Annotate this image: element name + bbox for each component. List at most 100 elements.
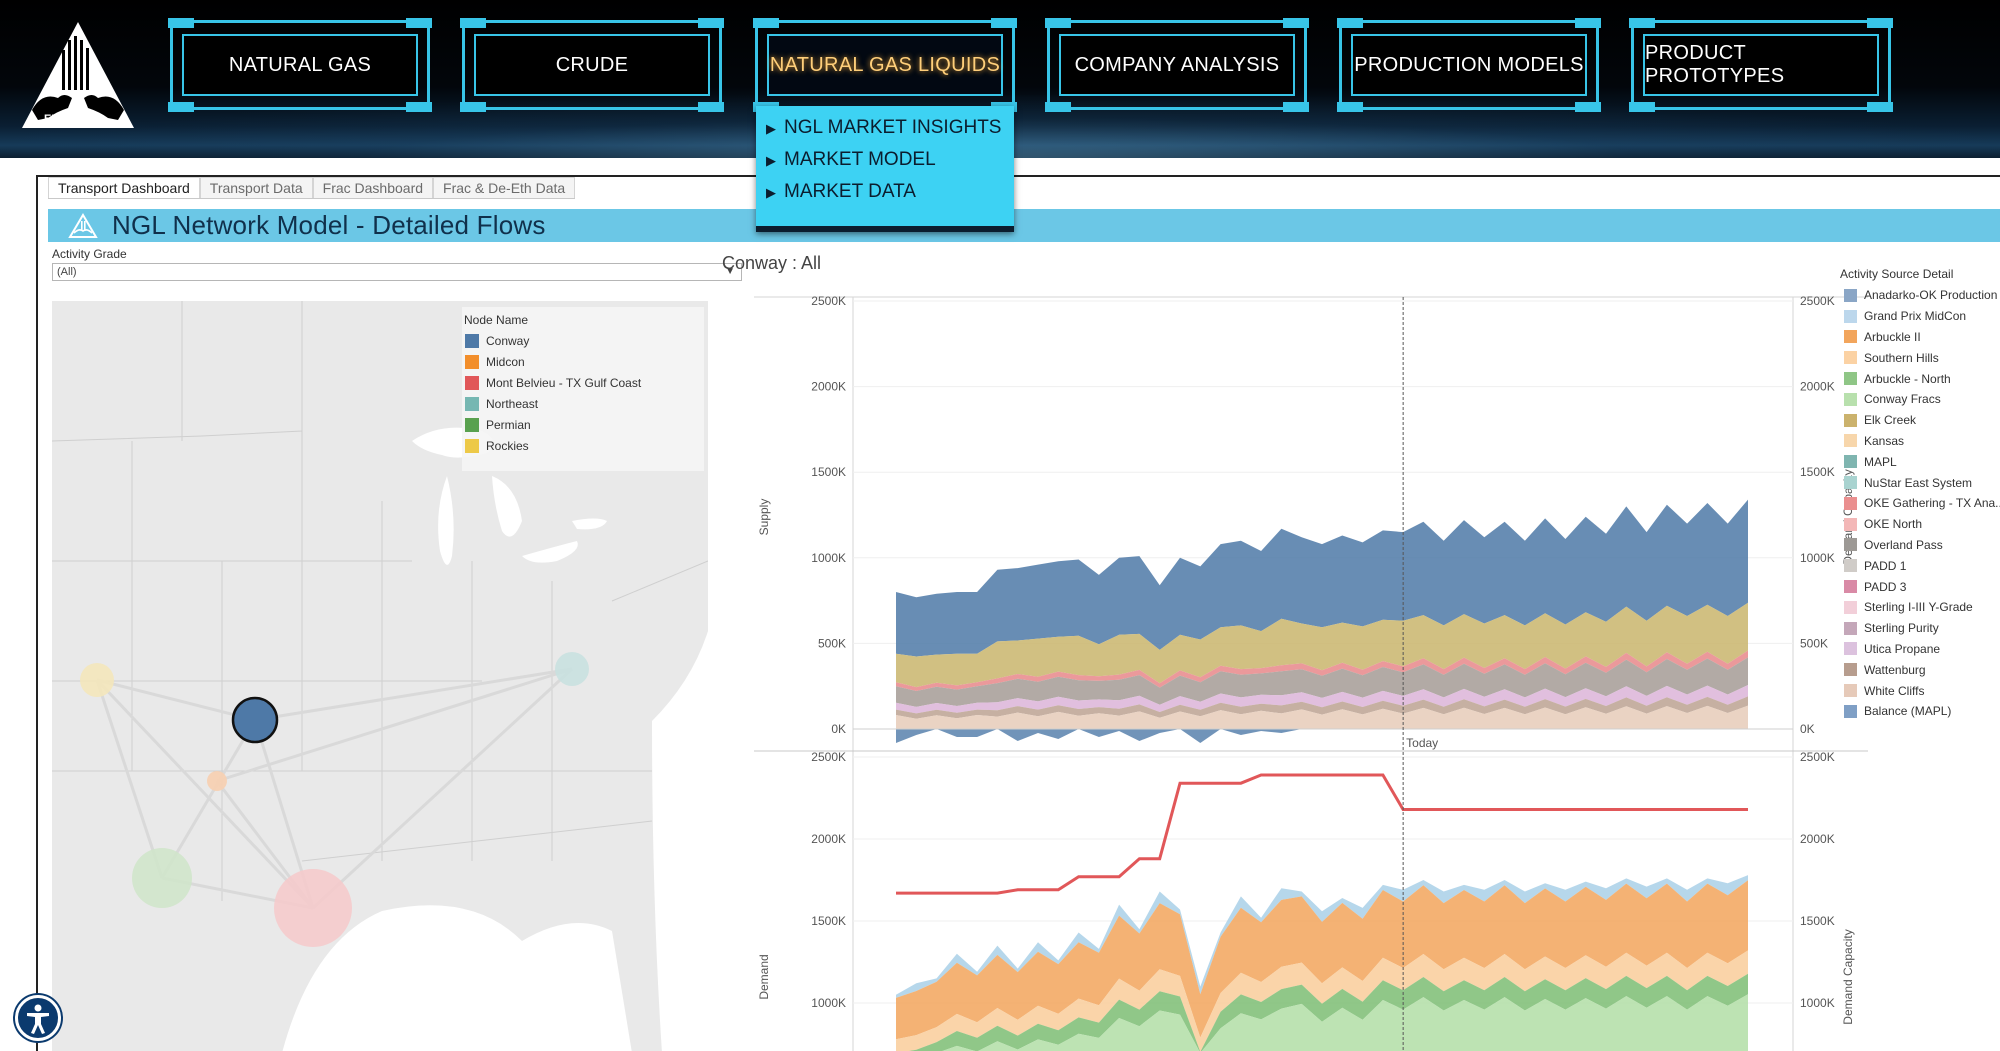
legend-swatch bbox=[1844, 642, 1857, 656]
network-map[interactable]: Node Name Conway Midcon Mont Belvieu - T… bbox=[52, 301, 708, 1051]
source-legend-item[interactable]: Wattenburg bbox=[1840, 659, 2000, 680]
legend-label: Sterling I-III Y-Grade bbox=[1864, 600, 1973, 615]
activity-source-legend-title: Activity Source Detail bbox=[1840, 267, 1954, 281]
source-legend-item[interactable]: Sterling I-III Y-Grade bbox=[1840, 597, 2000, 618]
demand-axis-label: Demand bbox=[757, 954, 771, 999]
legend-swatch bbox=[1844, 538, 1857, 552]
demand-capacity-line bbox=[896, 773, 1748, 895]
ngl-dropdown-menu: ▶ NGL MARKET INSIGHTS ▶ MARKET MODEL ▶ MARK… bbox=[756, 106, 1014, 232]
area-white-cliffs bbox=[896, 705, 1748, 729]
source-legend-item[interactable]: Conway Fracs bbox=[1840, 389, 2000, 410]
y-tick-label: 1000K bbox=[811, 996, 846, 1010]
activity-source-legend: Activity Source Detail Anadarko-OK Produ… bbox=[1840, 267, 2000, 722]
legend-swatch bbox=[1844, 600, 1857, 614]
legend-item-northeast[interactable]: Northeast bbox=[462, 393, 704, 414]
source-legend-item[interactable]: Arbuckle - North bbox=[1840, 368, 2000, 389]
source-legend-item[interactable]: White Cliffs bbox=[1840, 680, 2000, 701]
accessibility-icon[interactable] bbox=[15, 995, 61, 1041]
y-tick-label: 2500K bbox=[811, 750, 846, 764]
area-utica-propane bbox=[896, 685, 1748, 714]
nav-natural-gas-liquids[interactable]: NATURAL GAS LIQUIDS bbox=[753, 18, 1017, 112]
map-node-midcon bbox=[207, 771, 227, 791]
nav-product-prototypes[interactable]: PRODUCT PROTOTYPES bbox=[1629, 18, 1893, 112]
area-negative-balance bbox=[896, 729, 1748, 743]
tab-frac-de-eth-data[interactable]: Frac & De-Eth Data bbox=[433, 177, 576, 198]
legend-label: Arbuckle II bbox=[1864, 329, 1921, 344]
legend-swatch bbox=[1844, 455, 1857, 469]
chart-title: Conway : All bbox=[722, 253, 822, 273]
legend-label: PADD 3 bbox=[1864, 579, 1907, 594]
legend-swatch bbox=[1844, 684, 1857, 698]
logo-text: EKD bbox=[44, 113, 67, 125]
bull-bear-triangle-logo[interactable]: EKD bbox=[18, 18, 138, 133]
legend-item-midcon[interactable]: Midcon bbox=[462, 351, 704, 372]
source-legend-item[interactable]: Kansas bbox=[1840, 431, 2000, 452]
source-legend-item[interactable]: Arbuckle II bbox=[1840, 327, 2000, 348]
legend-item-mont-belvieu[interactable]: Mont Belvieu - TX Gulf Coast bbox=[462, 372, 704, 393]
tab-frac-dashboard[interactable]: Frac Dashboard bbox=[312, 177, 434, 198]
menu-item-market-model[interactable]: ▶ MARKET MODEL bbox=[766, 149, 936, 170]
legend-swatch bbox=[1844, 351, 1857, 365]
legend-label: Southern Hills bbox=[1864, 350, 1939, 365]
y2-tick-label: 1000K bbox=[1800, 996, 1835, 1010]
source-legend-item[interactable]: OKE North bbox=[1840, 514, 2000, 535]
legend-label: PADD 1 bbox=[1864, 558, 1907, 573]
source-legend-item[interactable]: MAPL bbox=[1840, 451, 2000, 472]
legend-item-conway[interactable]: Conway bbox=[462, 330, 704, 351]
tab-transport-dashboard[interactable]: Transport Dashboard bbox=[48, 177, 200, 198]
y-tick-label: 1500K bbox=[811, 465, 846, 479]
y-tick-label: 1000K bbox=[811, 551, 846, 565]
source-legend-item[interactable]: Utica Propane bbox=[1840, 639, 2000, 660]
source-legend-item[interactable]: Grand Prix MidCon bbox=[1840, 306, 2000, 327]
map-node-northeast bbox=[555, 652, 589, 686]
source-legend-item[interactable]: Southern Hills bbox=[1840, 347, 2000, 368]
y2-tick-label: 1500K bbox=[1800, 465, 1835, 479]
legend-label: White Cliffs bbox=[1864, 683, 1925, 698]
legend-label: MAPL bbox=[1864, 454, 1897, 469]
nav-company-analysis[interactable]: COMPANY ANALYSIS bbox=[1045, 18, 1309, 112]
map-node-mont-belvieu bbox=[274, 869, 352, 947]
legend-item-rockies[interactable]: Rockies bbox=[462, 435, 704, 456]
legend-swatch bbox=[1844, 392, 1857, 406]
area-arbuckle-north bbox=[908, 973, 1748, 1051]
source-legend-item[interactable]: OKE Gathering - TX Ana... bbox=[1840, 493, 2000, 514]
activity-grade-label: Activity Grade bbox=[52, 247, 127, 261]
y-tick-label: 1500K bbox=[811, 914, 846, 928]
logo-small-icon bbox=[68, 212, 98, 238]
legend-swatch bbox=[1844, 476, 1857, 490]
nav-crude-label[interactable]: CRUDE bbox=[474, 34, 710, 96]
legend-swatch bbox=[1844, 434, 1857, 448]
nav-production-models-label[interactable]: PRODUCTION MODELS bbox=[1351, 34, 1587, 96]
source-legend-item[interactable]: Elk Creek bbox=[1840, 410, 2000, 431]
y2-tick-label: 1500K bbox=[1800, 914, 1835, 928]
legend-swatch bbox=[1844, 413, 1857, 427]
legend-swatch bbox=[1844, 496, 1857, 510]
nav-company-analysis-label[interactable]: COMPANY ANALYSIS bbox=[1059, 34, 1295, 96]
source-legend-item[interactable]: Overland Pass bbox=[1840, 535, 2000, 556]
nav-product-prototypes-label[interactable]: PRODUCT PROTOTYPES bbox=[1643, 34, 1879, 96]
dashboard-title-bar: NGL Network Model - Detailed Flows bbox=[48, 209, 2000, 242]
tab-transport-data[interactable]: Transport Data bbox=[199, 177, 313, 198]
menu-item-market-data[interactable]: ▶ MARKET DATA bbox=[766, 181, 916, 202]
source-legend-item[interactable]: Sterling Purity bbox=[1840, 618, 2000, 639]
nav-natural-gas-label[interactable]: NATURAL GAS bbox=[182, 34, 418, 96]
flows-chart[interactable]: 2500K 2500K 2000K 2000K 1500K 1500K 1000K 1000K… bbox=[714, 277, 1874, 1051]
source-legend-item[interactable]: NuStar East System bbox=[1840, 472, 2000, 493]
y-tick-label: 500K bbox=[818, 636, 846, 650]
menu-item-ngl-market-insights[interactable]: ▶ NGL MARKET INSIGHTS bbox=[766, 117, 1002, 138]
source-legend-item[interactable]: PADD 3 bbox=[1840, 576, 2000, 597]
activity-grade-select[interactable]: (All) ▼ bbox=[52, 263, 742, 281]
nav-crude[interactable]: CRUDE bbox=[460, 18, 724, 112]
legend-label: Utica Propane bbox=[1864, 641, 1941, 656]
y2-tick-label: 500K bbox=[1800, 636, 1828, 650]
legend-item-permian[interactable]: Permian bbox=[462, 414, 704, 435]
source-legend-item[interactable]: Balance (MAPL) bbox=[1840, 701, 2000, 722]
source-legend-item[interactable]: Anadarko-OK Production bbox=[1840, 285, 2000, 306]
legend-label: Elk Creek bbox=[1864, 413, 1917, 428]
legend-label: Arbuckle - North bbox=[1864, 371, 1951, 386]
nav-natural-gas[interactable]: NATURAL GAS bbox=[168, 18, 432, 112]
legend-swatch bbox=[1844, 288, 1857, 302]
source-legend-item[interactable]: PADD 1 bbox=[1840, 555, 2000, 576]
nav-production-models[interactable]: PRODUCTION MODELS bbox=[1337, 18, 1601, 112]
nav-natural-gas-liquids-label[interactable]: NATURAL GAS LIQUIDS bbox=[767, 34, 1003, 96]
